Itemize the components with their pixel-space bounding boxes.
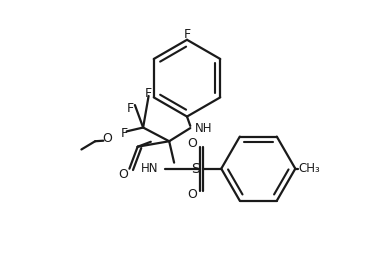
Text: F: F	[120, 127, 128, 140]
Text: HN: HN	[141, 162, 158, 175]
Text: O: O	[187, 188, 197, 201]
Text: F: F	[145, 87, 152, 100]
Text: F: F	[127, 102, 134, 115]
Text: O: O	[102, 132, 113, 145]
Text: CH₃: CH₃	[298, 162, 320, 175]
Text: F: F	[183, 28, 191, 41]
Text: O: O	[119, 168, 128, 181]
Text: NH: NH	[195, 122, 213, 135]
Text: O: O	[187, 137, 197, 150]
Text: S: S	[191, 162, 200, 176]
